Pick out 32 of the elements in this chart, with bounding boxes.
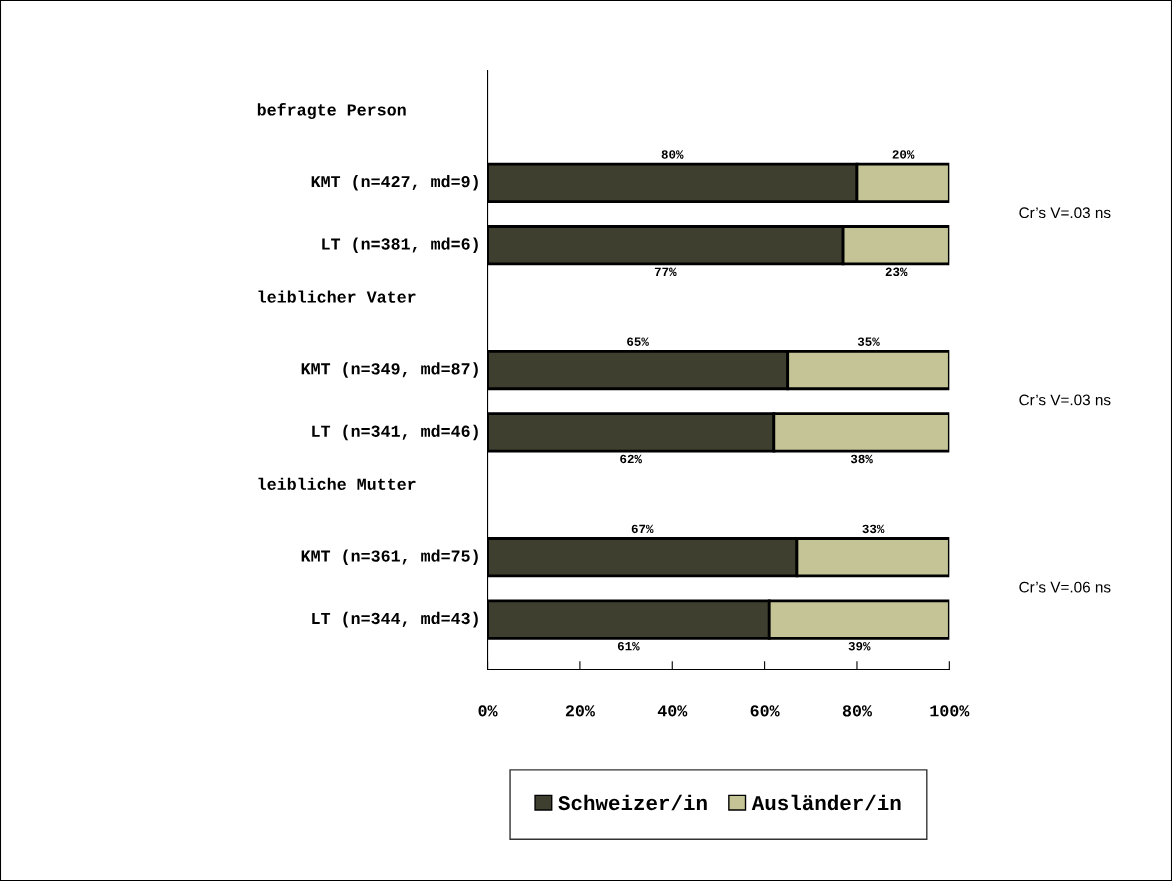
- data-label: 67%: [631, 524, 654, 534]
- x-tick-label: 60%: [750, 705, 780, 717]
- data-label: 23%: [885, 267, 908, 277]
- data-label: 77%: [654, 267, 677, 276]
- y-tick-label: KMT (n=361, md=75): [301, 549, 478, 565]
- data-label: 20%: [892, 150, 915, 159]
- text: leibliche Mutter: [258, 477, 416, 490]
- text: leiblicher Vater: [258, 290, 416, 303]
- text: befragte Person: [257, 103, 406, 119]
- y-tick-label: LT (n=381, md=6): [322, 237, 478, 253]
- text: Cr’s V=.03 ns: [1019, 394, 1111, 406]
- y-tick-label: LT (n=341, md=46): [312, 424, 478, 441]
- x-tick-label: 80%: [842, 705, 872, 717]
- text: Cr’s V=.03 ns: [1019, 207, 1111, 219]
- legend-label: Schweizer/in: [558, 794, 707, 811]
- data-label: 80%: [661, 150, 684, 159]
- legend-label: Ausländer/in: [751, 794, 901, 811]
- data-label: 39%: [848, 641, 871, 651]
- y-tick-label: LT (n=344, md=43): [312, 611, 478, 628]
- y-tick-label: KMT (n=349, md=87): [301, 362, 478, 378]
- data-label: 33%: [862, 524, 885, 534]
- y-tick-label: KMT (n=427, md=9): [311, 175, 478, 191]
- data-label: 61%: [617, 641, 640, 651]
- data-label: 35%: [857, 337, 880, 346]
- x-tick-label: 40%: [657, 705, 688, 717]
- text: Cr’s V=.06 ns: [1019, 581, 1111, 593]
- data-label: 38%: [850, 454, 873, 464]
- x-tick-label: 0%: [478, 705, 498, 717]
- data-label: 62%: [620, 454, 642, 464]
- data-label: 65%: [627, 337, 649, 346]
- x-tick-label: 20%: [565, 705, 595, 717]
- x-tick-label: 100%: [930, 705, 970, 717]
